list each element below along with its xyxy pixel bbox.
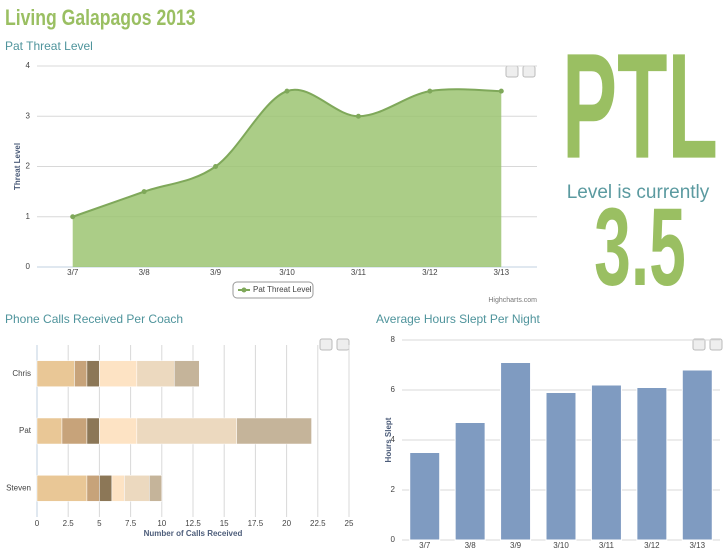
bar-segment [99,417,138,445]
bar-segment [124,475,150,502]
x-tick-label: 3/13 [493,268,509,277]
legend-label: Pat Threat Level [253,285,312,294]
chart-title: Phone Calls Received Per Coach [5,312,183,326]
x-tick-label: 0 [35,519,40,528]
bar [636,387,668,541]
x-tick-label: 3/8 [139,268,151,277]
x-tick-label: 25 [345,519,354,528]
y-tick-label: 4 [391,435,396,444]
bar-segment [99,475,113,502]
credits: Highcharts.com [488,297,537,304]
y-tick-label: 2 [26,162,31,171]
bar-segment [74,360,88,387]
x-tick-label: 20 [282,519,291,528]
x-tick-label: 3/10 [279,268,295,277]
point [355,113,361,119]
legend-marker [241,287,247,293]
point [498,88,504,94]
y-tick-label: 6 [391,385,396,394]
bar-segment [111,475,125,502]
x-tick-label: 3/12 [644,541,660,550]
x-tick-label: 3/8 [465,541,477,550]
y-tick-label: 0 [26,262,31,271]
point [284,88,290,94]
x-tick-label: 22.5 [310,519,326,528]
bar [545,392,577,541]
point [427,88,433,94]
bar [454,422,486,541]
y-tick-label: 8 [391,335,396,344]
export-button[interactable] [336,338,350,351]
print-button[interactable] [692,338,706,351]
bar-segment [149,475,163,502]
bar [500,362,532,541]
x-tick-label: 12.5 [185,519,201,528]
print-button[interactable] [319,338,333,351]
bar-segment [61,417,88,445]
x-tick-label: 2.5 [63,519,75,528]
x-tick-label: 3/7 [419,541,431,550]
x-tick-label: 3/12 [422,268,438,277]
bar-segment [99,360,138,387]
x-tick-label: 17.5 [248,519,264,528]
bar-segment [36,360,75,387]
area-fill [72,89,502,267]
bar-segment [236,417,312,445]
x-tick-label: 3/13 [689,541,705,550]
bar-segment [86,417,100,445]
point [70,214,76,220]
bar-segment [174,360,200,387]
x-tick-label: 3/7 [67,268,79,277]
y-tick-label: Steven [6,483,31,492]
bar-segment [86,475,100,502]
legend-box [232,281,314,299]
x-tick-label: 10 [157,519,166,528]
y-tick-label: 1 [26,212,31,221]
bar-segment [36,417,63,445]
y-axis-label: Threat Level [13,143,22,190]
export-buttons[interactable] [319,65,723,351]
x-tick-label: 3/9 [210,268,222,277]
y-tick-label: Pat [19,426,32,435]
y-axis-label: Hours Slept [384,417,393,462]
point [213,164,219,169]
x-tick-label: 3/10 [553,541,569,550]
y-tick-label: 3 [26,111,31,120]
bar-segment [36,475,88,502]
bar-segment [136,360,175,387]
point [141,189,147,195]
y-tick-label: Chris [12,369,31,378]
chart-title: Average Hours Slept Per Night [376,312,541,326]
page-title: Living Galapagos 2013 [5,6,196,30]
export-button[interactable] [709,338,723,351]
export-button[interactable] [522,65,536,78]
x-tick-label: 15 [220,519,229,528]
print-button[interactable] [505,65,519,78]
bar [590,384,622,541]
chart-title: Pat Threat Level [5,39,93,53]
ptl-value: 3.5 [594,187,686,309]
bar-segment [136,417,237,445]
y-tick-label: 0 [391,535,396,544]
bar-segment [86,360,100,387]
x-tick-label: 7.5 [125,519,137,528]
bar [409,452,441,541]
y-tick-label: 2 [391,485,396,494]
ptl-abbr: PTL [562,21,718,190]
ptl-caption: Level is currently [567,182,710,203]
y-tick-label: 4 [26,61,31,70]
x-tick-label: 5 [97,519,102,528]
x-axis-label: Number of Calls Received [144,529,243,538]
x-tick-label: 3/11 [599,541,615,550]
bar [681,369,713,541]
x-tick-label: 3/11 [351,268,367,277]
x-tick-label: 3/9 [510,541,522,550]
